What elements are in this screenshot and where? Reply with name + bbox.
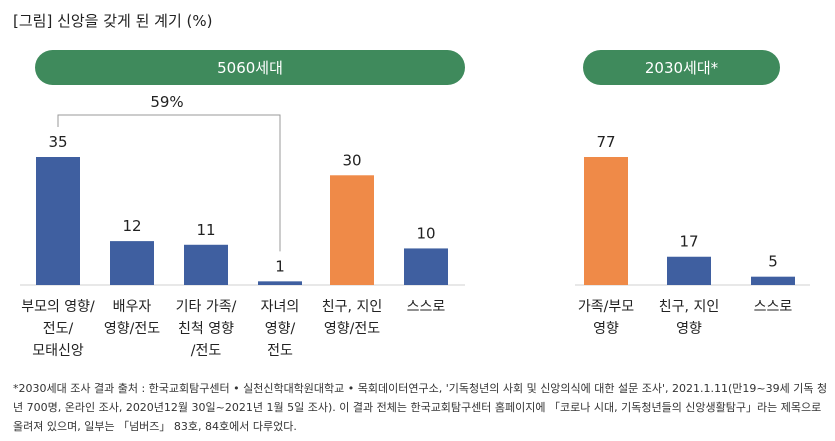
annotation-label: 59% [150,93,183,111]
bar [667,256,711,285]
category-label: 친구, 지인 영향/전도 [321,299,383,337]
data-label: 1 [275,257,285,275]
category-label: 기타 가족/ 친척 영향 /전도 [175,299,237,359]
footnote: *2030세대 조사 결과 출처 : 한국교회탐구센터 • 실천신학대학원대학교… [13,382,828,433]
chart-title: [그림] 신앙을 갖게 된 계기 (%) [13,12,213,30]
bar [36,157,80,285]
group-title-5060: 5060세대 [35,50,465,85]
bar [330,175,374,285]
category-label: 스스로 [406,299,446,315]
data-label: 17 [679,233,698,251]
data-label: 10 [416,224,435,242]
data-label: 11 [196,221,215,239]
category-label: 가족/부모 영향 [577,299,635,337]
data-label: 35 [48,133,67,151]
category-label: 배우자 영향/전도 [103,299,161,337]
category-label: 자녀의 영향/ 전도 [260,299,300,359]
category-label: 친구, 지인 영향 [658,299,720,337]
data-label: 30 [342,151,361,169]
category-label: 스스로 [753,299,793,315]
bar [184,244,228,285]
bar [258,281,302,285]
data-label: 12 [122,217,141,235]
category-label: 부모의 영향/ 전도/ 모태신앙 [21,299,95,359]
bracket-annotation [57,114,281,252]
group-title-2030: 2030세대* [583,50,780,85]
bar [584,157,628,285]
bar [751,276,795,285]
data-label: 5 [768,253,778,271]
data-label: 77 [596,133,615,151]
bar [404,248,448,285]
bar [110,241,154,285]
